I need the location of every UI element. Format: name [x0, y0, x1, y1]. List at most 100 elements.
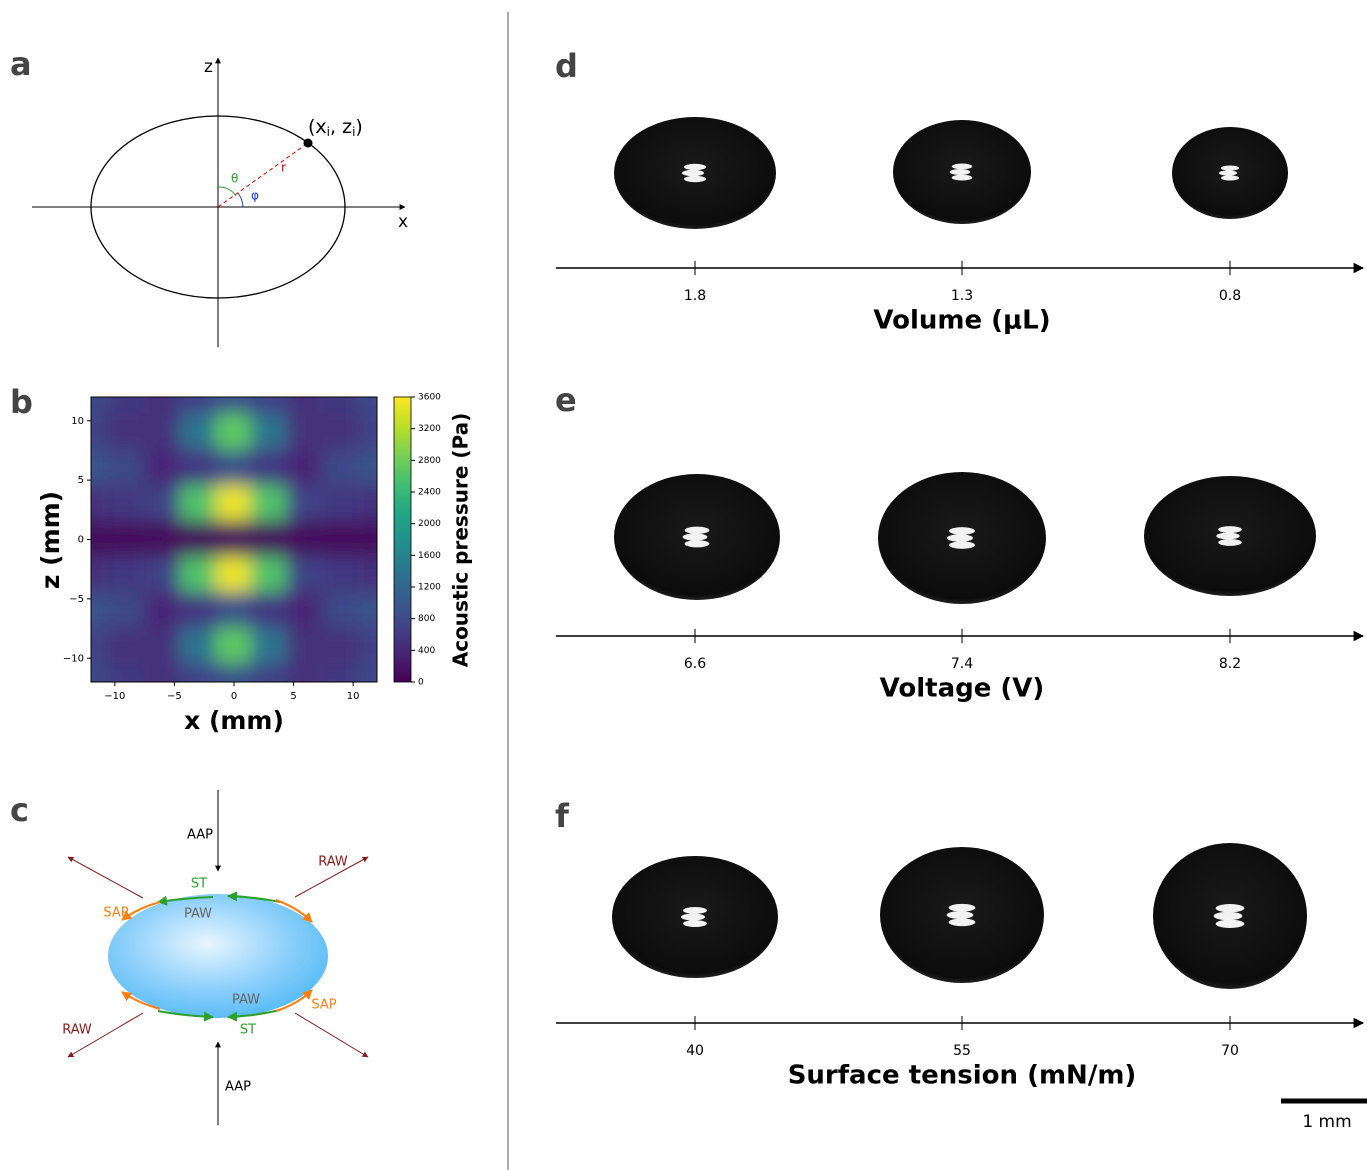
axis-label: z — [204, 57, 213, 77]
heatmap-cell — [322, 628, 360, 666]
panel-label: c — [10, 791, 29, 829]
bright-spot — [952, 175, 972, 181]
heatmap-cell — [322, 449, 360, 487]
heatmap-cell — [287, 449, 325, 487]
point — [304, 139, 313, 148]
x-tick-label: −10 — [104, 691, 125, 702]
heatmap — [72, 378, 396, 701]
droplet — [108, 894, 328, 1018]
force-label: ST — [240, 1023, 256, 1038]
panel-label: a — [10, 45, 32, 83]
heatmap-cell — [108, 485, 146, 523]
bright-spot — [1221, 165, 1239, 170]
force-label: RAW — [318, 855, 348, 870]
heatmap-cell — [108, 556, 146, 594]
heatmap-cell — [322, 485, 360, 523]
axis-tick-label: 1.3 — [951, 288, 973, 304]
radius-label: r — [281, 161, 286, 175]
phi-arc — [238, 193, 243, 207]
colorbar — [394, 397, 411, 682]
heatmap-cell — [251, 628, 289, 666]
arrow — [68, 857, 143, 898]
bright-spot — [950, 169, 970, 175]
bright-spot — [682, 170, 704, 176]
bright-spot — [1221, 175, 1239, 180]
bright-spot — [1218, 526, 1242, 533]
axis-title: Surface tension (mN/m) — [788, 1061, 1137, 1091]
force-label: SAP — [311, 998, 336, 1013]
bright-spot — [1214, 912, 1243, 920]
heatmap-cells — [72, 378, 396, 701]
heatmap-cell — [322, 414, 360, 452]
bright-spot — [1216, 533, 1240, 540]
heatmap-cell — [215, 449, 253, 487]
point-label-part: (x — [308, 116, 327, 138]
colorbar-tick-label: 3600 — [418, 393, 441, 403]
colorbar-tick-label: 1600 — [418, 551, 441, 561]
bright-spot — [1219, 170, 1237, 175]
panel-c: AAP AAP ST ST SAP SAP PAW PAW RAW RAW — [62, 790, 368, 1125]
x-tick-label: −5 — [167, 691, 182, 702]
axis-tick-label: 55 — [953, 1043, 971, 1059]
point-label-part: ) — [355, 116, 362, 138]
bright-spot — [685, 540, 710, 547]
bright-spot — [949, 918, 976, 926]
axis-tick-label: 1.8 — [684, 288, 706, 304]
page: z x θ φ r (xi, zi) x (mm) z (mm) Acousti… — [0, 0, 1367, 1170]
heatmap-cell — [251, 485, 289, 523]
y-axis-title: z (mm) — [36, 491, 65, 589]
x-tick-label: 10 — [347, 691, 360, 702]
bright-spot — [952, 163, 972, 169]
heatmap-cell — [179, 485, 217, 523]
force-label: RAW — [62, 1023, 92, 1038]
panel-label: b — [10, 383, 33, 421]
theta-arc — [218, 187, 236, 196]
heatmap-cell — [179, 414, 217, 452]
axis-tick-label: 70 — [1221, 1043, 1239, 1059]
panel-label: f — [555, 797, 570, 835]
heatmap-cell — [179, 449, 217, 487]
angle-label: φ — [251, 189, 259, 203]
heatmap-cell — [144, 556, 182, 594]
axis-tick-label: 40 — [686, 1043, 704, 1059]
heatmap-cell — [179, 628, 217, 666]
panel-a: z x θ φ r (xi, zi) — [32, 57, 408, 347]
bright-spot — [949, 904, 976, 912]
colorbar-tick-label: 2000 — [418, 519, 441, 529]
axis-title: Volume (μL) — [873, 306, 1050, 336]
heatmap-cell — [144, 485, 182, 523]
heatmap-cell — [287, 556, 325, 594]
heatmap-cell — [287, 521, 325, 559]
y-tick-label: −10 — [63, 653, 84, 664]
arrow — [295, 1013, 368, 1057]
panel-label: e — [555, 381, 577, 419]
heatmap-cell — [144, 628, 182, 666]
bright-spot — [684, 164, 706, 170]
heatmap-cell — [108, 592, 146, 630]
heatmap-cell — [215, 414, 253, 452]
figure: z x θ φ r (xi, zi) x (mm) z (mm) Acousti… — [0, 0, 1367, 1170]
heatmap-cell — [108, 449, 146, 487]
heatmap-cell — [251, 414, 289, 452]
bright-spot — [683, 533, 708, 540]
point-label-part: , z — [330, 116, 352, 138]
y-tick-label: 5 — [78, 475, 84, 486]
heatmap-cell — [322, 592, 360, 630]
bright-spot — [949, 541, 975, 549]
bright-spot — [949, 527, 975, 535]
heatmap-cell — [251, 592, 289, 630]
x-axis-title: x (mm) — [184, 706, 284, 735]
bright-spot — [685, 527, 710, 534]
angle-label: θ — [231, 172, 238, 186]
bright-spot — [683, 907, 707, 914]
colorbar-tick-label: 1200 — [418, 583, 441, 593]
bright-spot — [947, 911, 974, 919]
colorbar-tick-label: 2400 — [418, 488, 441, 498]
heatmap-cell — [287, 414, 325, 452]
heatmap-cell — [287, 485, 325, 523]
force-label: AAP — [225, 1080, 251, 1095]
heatmap-cell — [179, 592, 217, 630]
heatmap-cell — [322, 521, 360, 559]
colorbar-tick-label: 0 — [418, 678, 424, 688]
colorbar-title: Acoustic pressure (Pa) — [449, 413, 473, 668]
